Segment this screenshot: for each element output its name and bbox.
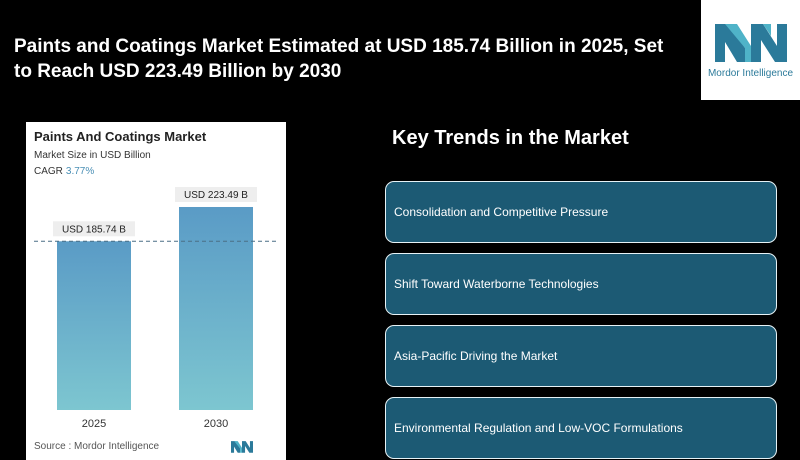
- x-tick-2025: 2025: [82, 418, 106, 430]
- brand-logo: Mordor Intelligence: [701, 0, 800, 100]
- x-tick-2030: 2030: [204, 418, 228, 430]
- bar-2025: [57, 241, 131, 410]
- source-note: Source : Mordor Intelligence: [34, 441, 160, 452]
- bar-2030: [179, 206, 253, 410]
- market-size-card: Paints And Coatings Market Market Size i…: [26, 122, 286, 460]
- trend-consolidation[interactable]: Consolidation and Competitive Pressure: [385, 181, 777, 243]
- trends-heading: Key Trends in the Market: [392, 127, 629, 149]
- data-label-bg-2025: [53, 221, 135, 237]
- data-label-2025: USD 185.74 B: [62, 224, 126, 235]
- cagr-line: CAGR 3.77%: [34, 166, 94, 177]
- mordor-small-logo-icon: [231, 441, 253, 453]
- bar-chart: USD 185.74 B 2025 USD 223.49 B 2030: [34, 186, 278, 430]
- chart-subtitle: Market Size in USD Billion: [34, 150, 151, 161]
- brand-name: Mordor Intelligence: [707, 68, 794, 79]
- trend-low-voc[interactable]: Environmental Regulation and Low-VOC For…: [385, 397, 777, 459]
- cagr-value: 3.77%: [65, 166, 95, 177]
- mordor-logo-icon: [715, 24, 787, 62]
- page-headline: Paints and Coatings Market Estimated at …: [14, 36, 664, 82]
- trend-asia-pacific[interactable]: Asia-Pacific Driving the Market: [385, 325, 777, 387]
- data-label-2030: USD 223.49 B: [184, 190, 248, 201]
- data-label-bg-2030: [175, 186, 257, 202]
- chart-title: Paints And Coatings Market: [34, 129, 207, 144]
- cagr-label: CAGR: [34, 166, 63, 177]
- trend-waterborne[interactable]: Shift Toward Waterborne Technologies: [385, 253, 777, 315]
